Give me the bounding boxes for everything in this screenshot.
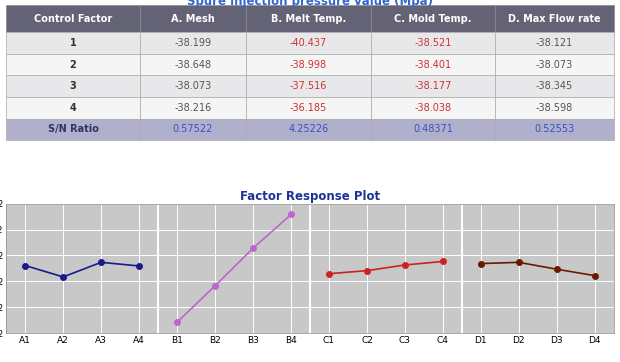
Title: Factor Response Plot: Factor Response Plot [240,190,380,203]
Text: Spure injection pressure value (Mpa): Spure injection pressure value (Mpa) [187,0,433,8]
